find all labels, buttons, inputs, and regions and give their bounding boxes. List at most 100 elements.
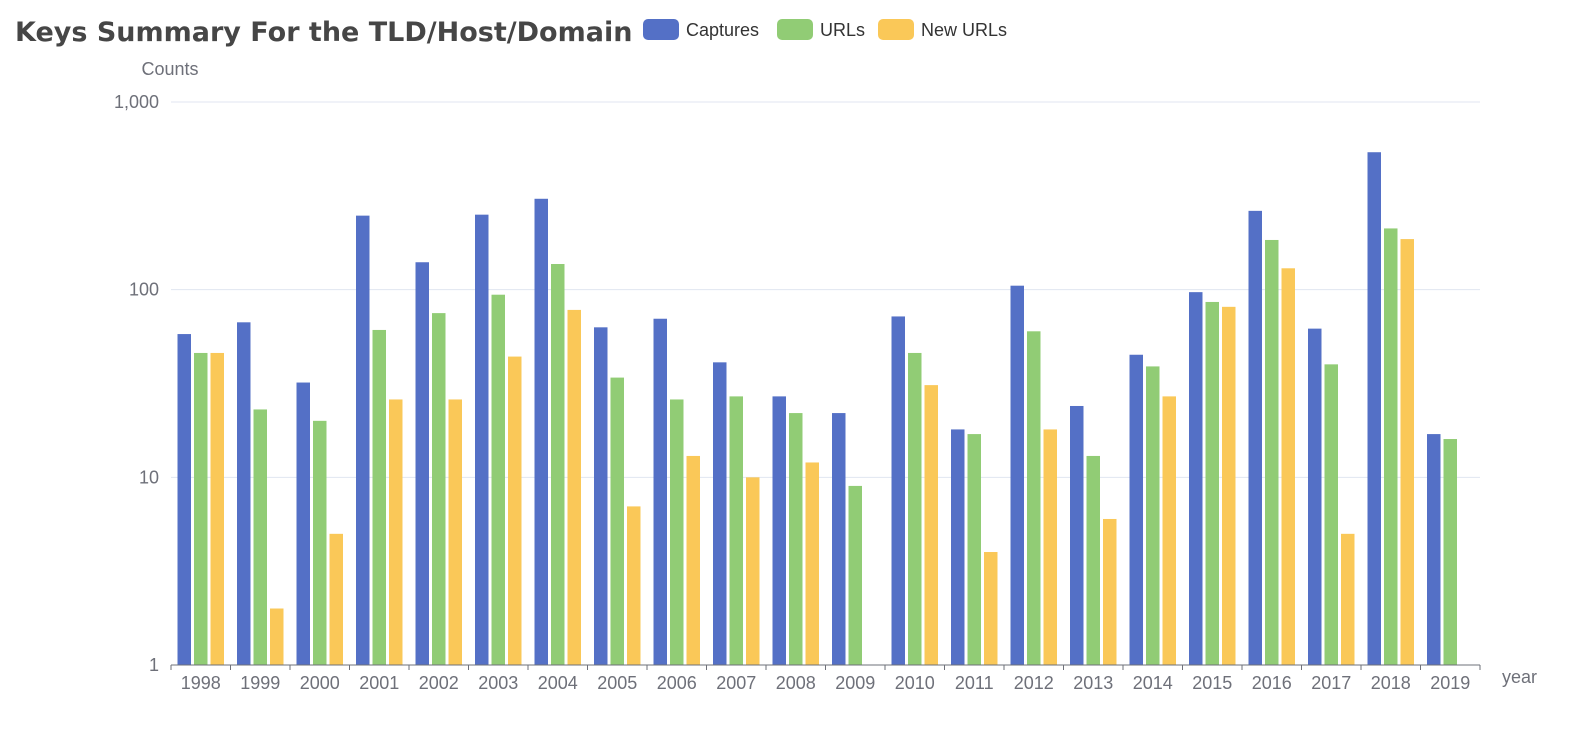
bar-new-urls <box>508 356 522 665</box>
y-tick-label: 10 <box>139 467 159 487</box>
bar-captures <box>1367 152 1381 665</box>
legend-swatch <box>878 19 914 40</box>
bar-new-urls <box>924 385 938 665</box>
legend-swatch <box>643 19 679 40</box>
x-tick-label: 1998 <box>181 673 221 693</box>
bar-captures <box>296 382 310 665</box>
bar-new-urls <box>448 399 462 665</box>
bar-captures <box>237 322 251 665</box>
bar-urls <box>1086 455 1100 665</box>
bar-captures <box>891 316 905 665</box>
legend-item-urls[interactable]: URLs <box>777 19 865 40</box>
bar-urls <box>253 409 267 665</box>
bar-urls <box>491 294 505 665</box>
x-tick-label: 2001 <box>359 673 399 693</box>
bar-captures <box>1308 328 1322 665</box>
bar-urls <box>729 396 743 665</box>
bar-captures <box>1248 210 1262 665</box>
legend-item-captures[interactable]: Captures <box>643 19 759 40</box>
bar-new-urls <box>270 608 284 665</box>
bar-urls <box>908 352 922 665</box>
x-tick-label: 2018 <box>1371 673 1411 693</box>
bar-urls <box>1027 331 1041 665</box>
chart-title: Keys Summary For the TLD/Host/Domain <box>15 17 632 48</box>
bar-captures <box>951 429 965 665</box>
x-tick-label: 2005 <box>597 673 637 693</box>
x-tick-label: 2011 <box>955 673 994 693</box>
x-tick-label: 2015 <box>1192 673 1232 693</box>
bar-urls <box>1443 439 1457 665</box>
bar-captures <box>177 334 191 665</box>
bar-urls <box>610 377 624 665</box>
y-tick-labels: 1 10 100 1,000 <box>114 92 159 675</box>
bar-captures <box>1189 292 1203 665</box>
x-tick-label: 2014 <box>1133 673 1173 693</box>
x-tick-label: 1999 <box>240 673 280 693</box>
bar-new-urls <box>1043 429 1057 665</box>
bar-captures <box>1427 434 1441 665</box>
x-tick-label: 2003 <box>478 673 518 693</box>
legend[interactable]: Captures URLs New URLs <box>643 19 1007 40</box>
bar-new-urls <box>1103 518 1117 665</box>
bar-captures <box>713 362 727 665</box>
bar-new-urls <box>746 477 760 665</box>
bar-captures <box>832 413 846 665</box>
legend-label: Captures <box>686 20 759 40</box>
bar-captures <box>1129 354 1143 665</box>
bar-captures <box>534 198 548 665</box>
bar-urls <box>967 434 981 665</box>
legend-item-new-urls[interactable]: New URLs <box>878 19 1007 40</box>
bar-captures <box>653 318 667 665</box>
x-tick-labels: 1998 1999 2000 2001 2002 2003 2004 2005 2006 2007… <box>181 673 1471 693</box>
bar-urls <box>551 264 565 665</box>
x-tick-label: 2009 <box>835 673 875 693</box>
bar-urls <box>1384 228 1398 665</box>
bar-urls <box>372 329 386 665</box>
y-axis-label: Counts <box>141 59 198 79</box>
bar-new-urls <box>805 462 819 665</box>
bar-urls <box>1146 366 1160 665</box>
bar-urls <box>848 485 862 665</box>
x-tick-label: 2004 <box>538 673 578 693</box>
bars <box>177 152 1457 666</box>
y-tick-label: 100 <box>129 280 159 300</box>
bar-urls <box>432 313 446 665</box>
bar-captures <box>475 214 489 665</box>
bar-captures <box>1010 285 1024 665</box>
x-axis-label: year <box>1502 667 1537 687</box>
bar-captures <box>772 396 786 665</box>
bar-new-urls <box>1162 396 1176 665</box>
bar-new-urls <box>686 455 700 665</box>
x-tick-label: 2000 <box>300 673 340 693</box>
x-tick-label: 2006 <box>657 673 697 693</box>
x-tick-label: 2008 <box>776 673 816 693</box>
bar-captures <box>356 215 370 665</box>
x-tick-label: 2017 <box>1311 673 1351 693</box>
bar-new-urls <box>1400 239 1414 665</box>
x-tick-label: 2016 <box>1252 673 1292 693</box>
bar-captures <box>594 327 608 665</box>
bar-new-urls <box>567 309 581 665</box>
x-tick-label: 2007 <box>716 673 756 693</box>
y-tick-label: 1,000 <box>114 92 159 112</box>
axes <box>170 664 1481 670</box>
bar-new-urls <box>329 533 343 665</box>
bar-urls <box>670 399 684 665</box>
x-tick-label: 2013 <box>1073 673 1113 693</box>
legend-label: URLs <box>820 20 865 40</box>
bar-new-urls <box>210 352 224 665</box>
x-tick-label: 2002 <box>419 673 459 693</box>
bar-urls <box>313 420 327 665</box>
bar-new-urls <box>984 552 998 665</box>
bar-new-urls <box>389 399 403 665</box>
y-tick-label: 1 <box>149 655 159 675</box>
bar-urls <box>194 352 208 665</box>
x-tick-label: 2012 <box>1014 673 1054 693</box>
bar-new-urls <box>1341 533 1355 665</box>
bar-urls <box>789 413 803 665</box>
bar-captures <box>1070 405 1084 665</box>
x-tick-label: 2019 <box>1430 673 1470 693</box>
bar-captures <box>415 262 429 665</box>
bar-new-urls <box>1281 268 1295 665</box>
bar-urls <box>1324 364 1338 665</box>
